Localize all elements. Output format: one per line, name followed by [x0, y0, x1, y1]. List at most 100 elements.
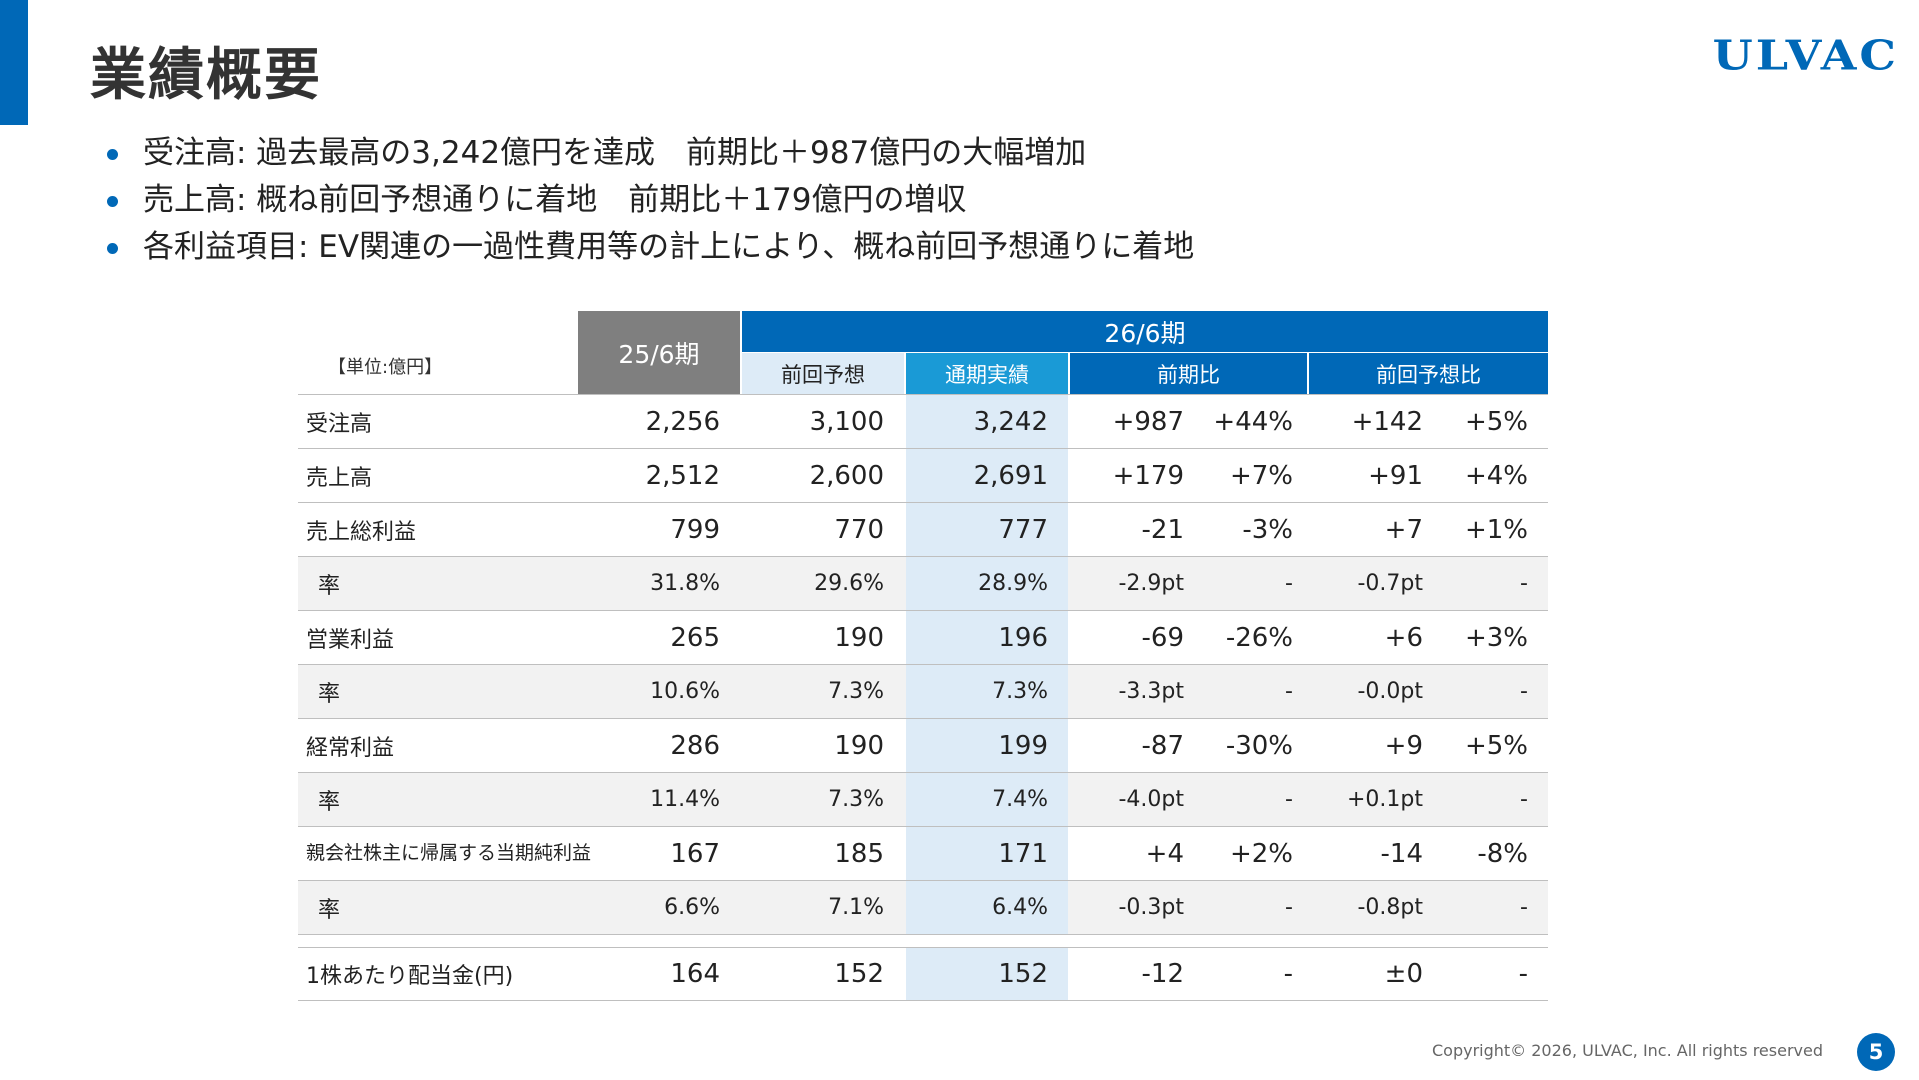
- cell-fc-pct: +4%: [1464, 460, 1528, 491]
- cell-fc-pct: +5%: [1464, 406, 1528, 437]
- cell-yoy-abs: -87: [1141, 730, 1184, 761]
- bullet-text: 受注高: 過去最高の3,242億円を達成 前期比＋987億円の大幅増加: [143, 135, 1087, 171]
- cell-prev: 6.6%: [664, 895, 720, 920]
- row-label-line: 当期純利益: [496, 842, 592, 864]
- ulvac-logo: ULVAC: [1712, 30, 1899, 80]
- header-yoy: 前期比: [1070, 353, 1307, 394]
- cell-yoy-abs: +4: [1145, 838, 1184, 869]
- cell-fc-pct: -: [1520, 787, 1528, 812]
- cell-fc-abs: +9: [1384, 730, 1423, 761]
- cell-yoy-abs: +987: [1112, 406, 1184, 437]
- table-row: 営業利益 265 190 196 -69 -26% +6 +3%: [298, 611, 1548, 665]
- cell-prev: 164: [670, 959, 720, 989]
- cell-yoy-pct: -: [1285, 571, 1293, 596]
- cell-actual: 3,242: [906, 395, 1068, 448]
- row-label: 率: [318, 681, 341, 707]
- cell-yoy-pct: -: [1285, 895, 1293, 920]
- cell-prev: 265: [670, 622, 720, 653]
- cell-prev: 799: [670, 514, 720, 545]
- row-label: 1株あたり配当金(円): [306, 964, 514, 989]
- header-vs-forecast: 前回予想比: [1309, 353, 1548, 394]
- summary-bullets: 受注高: 過去最高の3,242億円を達成 前期比＋987億円の大幅増加 売上高:…: [105, 130, 1194, 271]
- bullet-text: 各利益項目: EV関連の一過性費用等の計上により、概ね前回予想通りに着地: [143, 229, 1195, 265]
- cell-forecast: 7.1%: [828, 895, 884, 920]
- table-body: 受注高 2,256 3,100 3,242 +987 +44% +142 +5%…: [298, 394, 1548, 1001]
- bullet-item: 受注高: 過去最高の3,242億円を達成 前期比＋987億円の大幅増加: [105, 130, 1194, 177]
- row-label: 営業利益: [306, 627, 395, 653]
- table-row: 受注高 2,256 3,100 3,242 +987 +44% +142 +5%: [298, 395, 1548, 449]
- table-row-ratio: 率 10.6% 7.3% 7.3% -3.3pt - -0.0pt -: [298, 665, 1548, 719]
- cell-forecast: 2,600: [809, 460, 884, 491]
- row-label: 売上総利益: [306, 519, 417, 545]
- cell-fc-pct: -: [1520, 571, 1528, 596]
- header-forecast: 前回予想: [742, 353, 904, 394]
- cell-fc-pct: +1%: [1464, 514, 1528, 545]
- cell-actual: 777: [906, 503, 1068, 556]
- financial-summary-table: 【単位:億円】 25/6期 26/6期 前回予想 通期実績 前期比 前回予想比 …: [298, 311, 1548, 1001]
- row-label: 率: [318, 789, 341, 815]
- table-row: 売上高 2,512 2,600 2,691 +179 +7% +91 +4%: [298, 449, 1548, 503]
- cell-fc-pct: +5%: [1464, 730, 1528, 761]
- cell-actual: 196: [906, 611, 1068, 664]
- header-actual: 通期実績: [906, 353, 1068, 394]
- cell-fc-abs: -0.0pt: [1357, 679, 1423, 704]
- cell-forecast: 190: [834, 622, 884, 653]
- cell-forecast: 185: [834, 838, 884, 869]
- cell-fc-abs: +142: [1351, 406, 1423, 437]
- cell-yoy-abs: -12: [1141, 959, 1184, 989]
- cell-prev: 11.4%: [650, 787, 720, 812]
- cell-yoy-abs: -3.3pt: [1118, 679, 1184, 704]
- cell-yoy-pct: -: [1285, 787, 1293, 812]
- table-row-ratio: 率 31.8% 29.6% 28.9% -2.9pt - -0.7pt -: [298, 557, 1548, 611]
- bullet-item: 売上高: 概ね前回予想通りに着地 前期比＋179億円の増収: [105, 177, 1194, 224]
- row-label: 率: [318, 573, 341, 599]
- table-row-ratio: 率 6.6% 7.1% 6.4% -0.3pt - -0.8pt -: [298, 881, 1548, 935]
- cell-forecast: 29.6%: [814, 571, 884, 596]
- bullet-text: 売上高: 概ね前回予想通りに着地 前期比＋179億円の増収: [143, 182, 967, 218]
- cell-forecast: 7.3%: [828, 787, 884, 812]
- cell-yoy-pct: -: [1283, 959, 1293, 989]
- cell-fc-pct: -: [1518, 959, 1528, 989]
- cell-prev: 2,512: [645, 460, 720, 491]
- cell-prev: 10.6%: [650, 679, 720, 704]
- table-row: 売上総利益 799 770 777 -21 -3% +7 +1%: [298, 503, 1548, 557]
- cell-yoy-pct: -: [1285, 679, 1293, 704]
- cell-fc-abs: -0.8pt: [1357, 895, 1423, 920]
- table-header: 【単位:億円】 25/6期 26/6期 前回予想 通期実績 前期比 前回予想比: [298, 311, 1548, 394]
- cell-yoy-abs: -69: [1141, 622, 1184, 653]
- cell-yoy-abs: -2.9pt: [1118, 571, 1184, 596]
- row-label: 親会社株主に帰属する 当期純利益: [306, 827, 591, 880]
- page-title: 業績概要: [90, 43, 322, 108]
- cell-yoy-abs: +179: [1112, 460, 1184, 491]
- cell-actual: 171: [906, 827, 1068, 880]
- cell-actual: 199: [906, 719, 1068, 772]
- cell-forecast: 770: [834, 514, 884, 545]
- cell-yoy-pct: +44%: [1213, 406, 1293, 437]
- accent-bar: [0, 0, 28, 125]
- cell-forecast: 190: [834, 730, 884, 761]
- cell-prev: 167: [670, 838, 720, 869]
- cell-yoy-abs: -0.3pt: [1118, 895, 1184, 920]
- cell-prev: 31.8%: [650, 571, 720, 596]
- table-row: 経常利益 286 190 199 -87 -30% +9 +5%: [298, 719, 1548, 773]
- bullet-item: 各利益項目: EV関連の一過性費用等の計上により、概ね前回予想通りに着地: [105, 224, 1194, 271]
- cell-yoy-pct: +7%: [1229, 460, 1293, 491]
- cell-yoy-pct: +2%: [1229, 838, 1293, 869]
- cell-fc-abs: +91: [1368, 460, 1423, 491]
- row-label: 率: [318, 897, 341, 923]
- cell-fc-abs: +0.1pt: [1346, 787, 1423, 812]
- bullet-dot-icon: [107, 149, 118, 160]
- cell-forecast: 152: [834, 959, 884, 989]
- row-label: 売上高: [306, 465, 373, 491]
- table-row: 親会社株主に帰属する 当期純利益 167 185 171 +4 +2% -14 -…: [298, 827, 1548, 881]
- unit-label: 【単位:億円】: [328, 357, 443, 378]
- cell-yoy-pct: -30%: [1225, 730, 1293, 761]
- page-number-badge: 5: [1857, 1033, 1895, 1071]
- copyright-text: Copyright© 2026, ULVAC, Inc. All rights …: [1431, 1041, 1823, 1060]
- header-prev-period: 25/6期: [578, 311, 740, 394]
- cell-fc-pct: +3%: [1464, 622, 1528, 653]
- cell-actual: 6.4%: [906, 881, 1068, 934]
- cell-fc-abs: -14: [1380, 838, 1423, 869]
- row-label: 経常利益: [306, 735, 395, 761]
- header-current-period: 26/6期: [742, 311, 1548, 352]
